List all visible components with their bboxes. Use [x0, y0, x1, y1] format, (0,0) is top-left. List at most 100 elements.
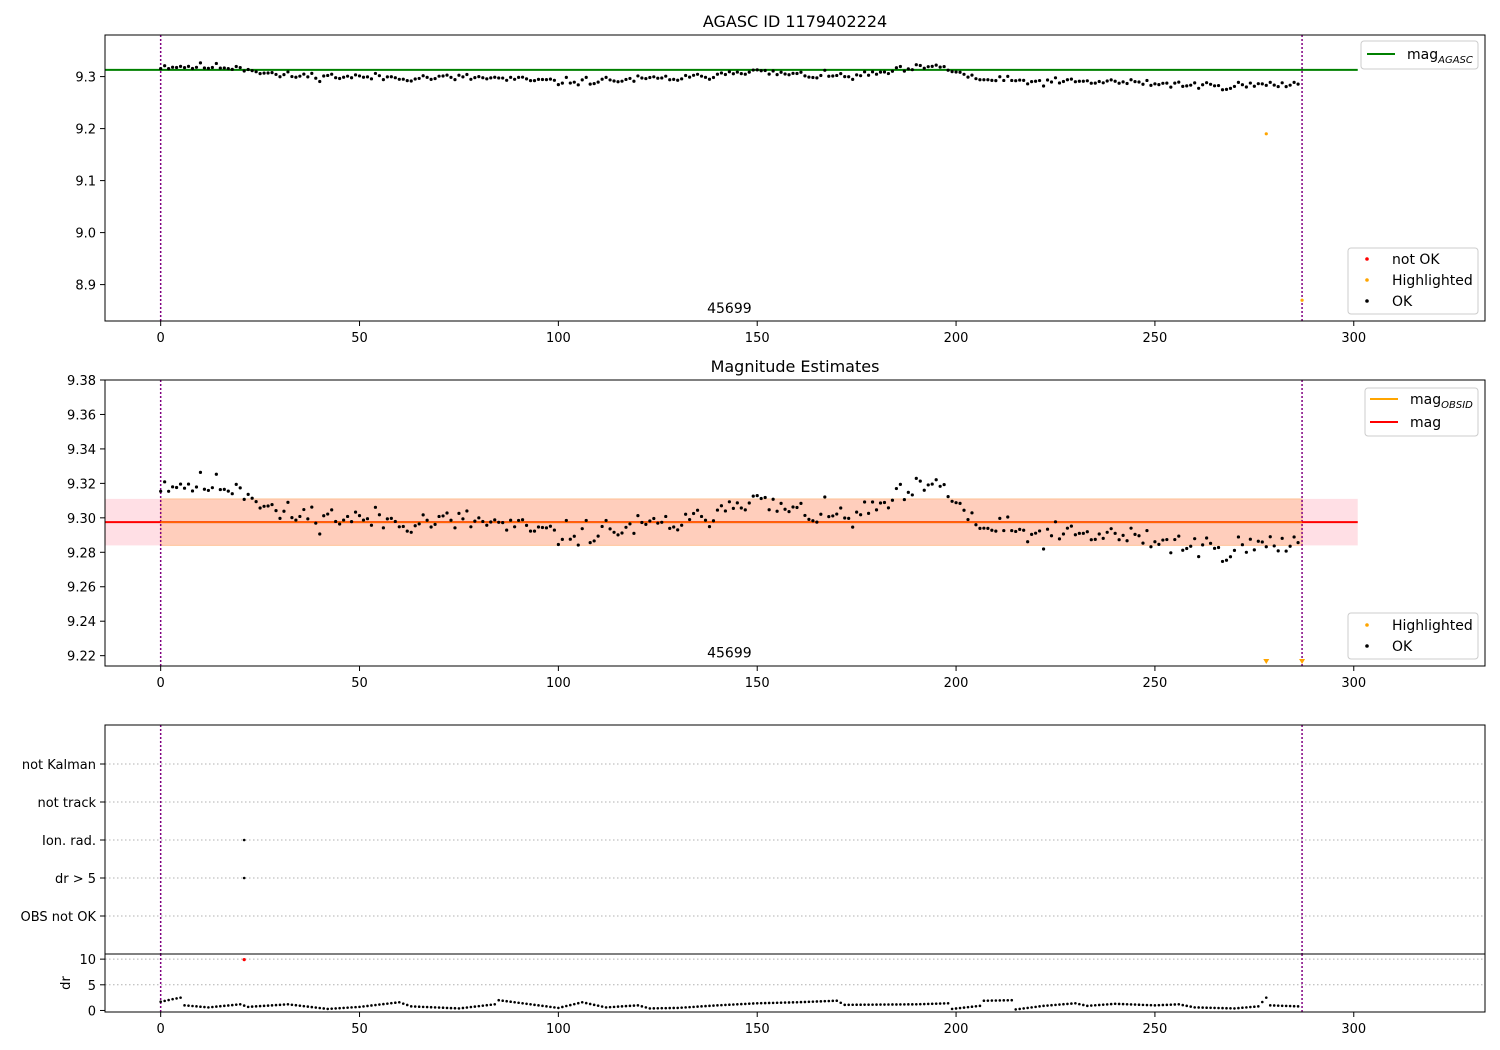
ok-point — [743, 508, 747, 512]
ok-point — [1208, 541, 1213, 545]
ok-point — [393, 76, 397, 80]
dr-point — [1197, 1006, 1200, 1009]
dr-point — [1217, 1006, 1220, 1010]
dr-point — [374, 1003, 377, 1007]
ok-point — [954, 70, 958, 74]
dr-point — [409, 1005, 413, 1008]
ok-point — [1014, 529, 1018, 534]
ok-point — [501, 521, 505, 525]
ok-point — [568, 537, 572, 541]
x-tick-label: 150 — [745, 676, 770, 691]
dr-point — [895, 1003, 898, 1006]
ok-point — [1276, 549, 1280, 553]
dr-point — [350, 1006, 353, 1009]
ok-point — [214, 61, 218, 66]
ok-point — [727, 70, 731, 74]
ok-point — [703, 518, 708, 522]
ok-point — [1045, 78, 1050, 82]
ok-point — [1256, 82, 1260, 86]
dr-point — [545, 1005, 548, 1008]
dr-point — [1229, 1007, 1232, 1010]
ok-point — [930, 482, 934, 486]
dr-point — [1245, 1006, 1248, 1009]
dr-point — [302, 1004, 306, 1008]
ok-point — [326, 512, 330, 516]
ok-point — [1053, 76, 1058, 80]
dr-point — [1109, 1002, 1113, 1006]
ok-point — [648, 75, 652, 80]
dr-point — [394, 1001, 397, 1005]
dr-point — [517, 1001, 520, 1005]
ok-point — [644, 76, 648, 81]
legend-marker — [1365, 278, 1369, 282]
ok-point — [616, 80, 620, 84]
ok-point — [747, 70, 751, 74]
ok-point — [298, 514, 302, 519]
dr-point — [855, 1003, 858, 1007]
ok-point — [628, 522, 632, 526]
ok-point — [727, 500, 731, 504]
ok-point — [699, 74, 704, 78]
ok-point — [1006, 515, 1010, 519]
ok-point — [1145, 78, 1149, 83]
ok-point — [1296, 82, 1300, 86]
dr-point — [199, 1005, 202, 1008]
ok-point — [1077, 531, 1081, 535]
ok-point — [1069, 77, 1073, 81]
ok-point — [226, 66, 230, 71]
ok-point — [1117, 81, 1121, 85]
ok-point — [1137, 80, 1141, 84]
ok-point — [807, 75, 811, 79]
y-tick-label: 5 — [88, 979, 96, 994]
ok-point — [1284, 85, 1288, 89]
ok-point — [1268, 80, 1272, 84]
ok-point — [1006, 74, 1010, 78]
ok-point — [628, 76, 632, 81]
dr-point — [950, 1007, 954, 1011]
y-tick-label: 9.22 — [67, 650, 96, 665]
ok-point — [270, 502, 274, 507]
ok-point — [787, 73, 791, 77]
dr-point — [867, 1003, 870, 1006]
dr-point — [163, 999, 166, 1003]
dr-point — [167, 998, 170, 1002]
x-tick-label: 50 — [351, 331, 368, 346]
dr-point — [1260, 1000, 1264, 1004]
dr-point — [1026, 1006, 1029, 1010]
ok-point — [1232, 548, 1237, 552]
dr-point — [974, 1004, 978, 1008]
ok-point — [715, 508, 720, 512]
ok-point — [210, 486, 214, 490]
ok-point — [349, 520, 354, 524]
ok-point — [982, 526, 986, 530]
dr-point — [887, 1003, 890, 1006]
ok-point — [878, 70, 883, 74]
ok-point — [167, 66, 171, 71]
dr-point — [513, 1000, 516, 1004]
ok-point — [680, 77, 684, 81]
ok-point — [584, 518, 588, 523]
ok-point — [524, 523, 529, 528]
ok-point — [1205, 81, 1209, 85]
dr-point — [525, 1002, 528, 1006]
legend-label: OK — [1392, 639, 1413, 655]
ok-point — [620, 79, 624, 83]
ok-point — [636, 74, 640, 78]
dr-point — [175, 997, 178, 1000]
dr-point — [907, 1003, 910, 1006]
dr-point — [306, 1005, 310, 1008]
dr-point — [696, 1005, 699, 1008]
ok-point — [222, 487, 226, 492]
ok-point — [950, 499, 954, 503]
ok-point — [258, 506, 262, 510]
ok-point — [405, 79, 409, 83]
dr-point — [787, 1001, 791, 1004]
ok-point — [751, 68, 755, 72]
dr-point — [572, 1002, 576, 1006]
ok-point — [1185, 546, 1189, 551]
x-tick-label: 100 — [546, 331, 571, 346]
ok-point — [1173, 537, 1177, 542]
ok-point — [791, 71, 795, 75]
ok-point — [1037, 78, 1042, 83]
dr-point — [195, 1005, 198, 1008]
